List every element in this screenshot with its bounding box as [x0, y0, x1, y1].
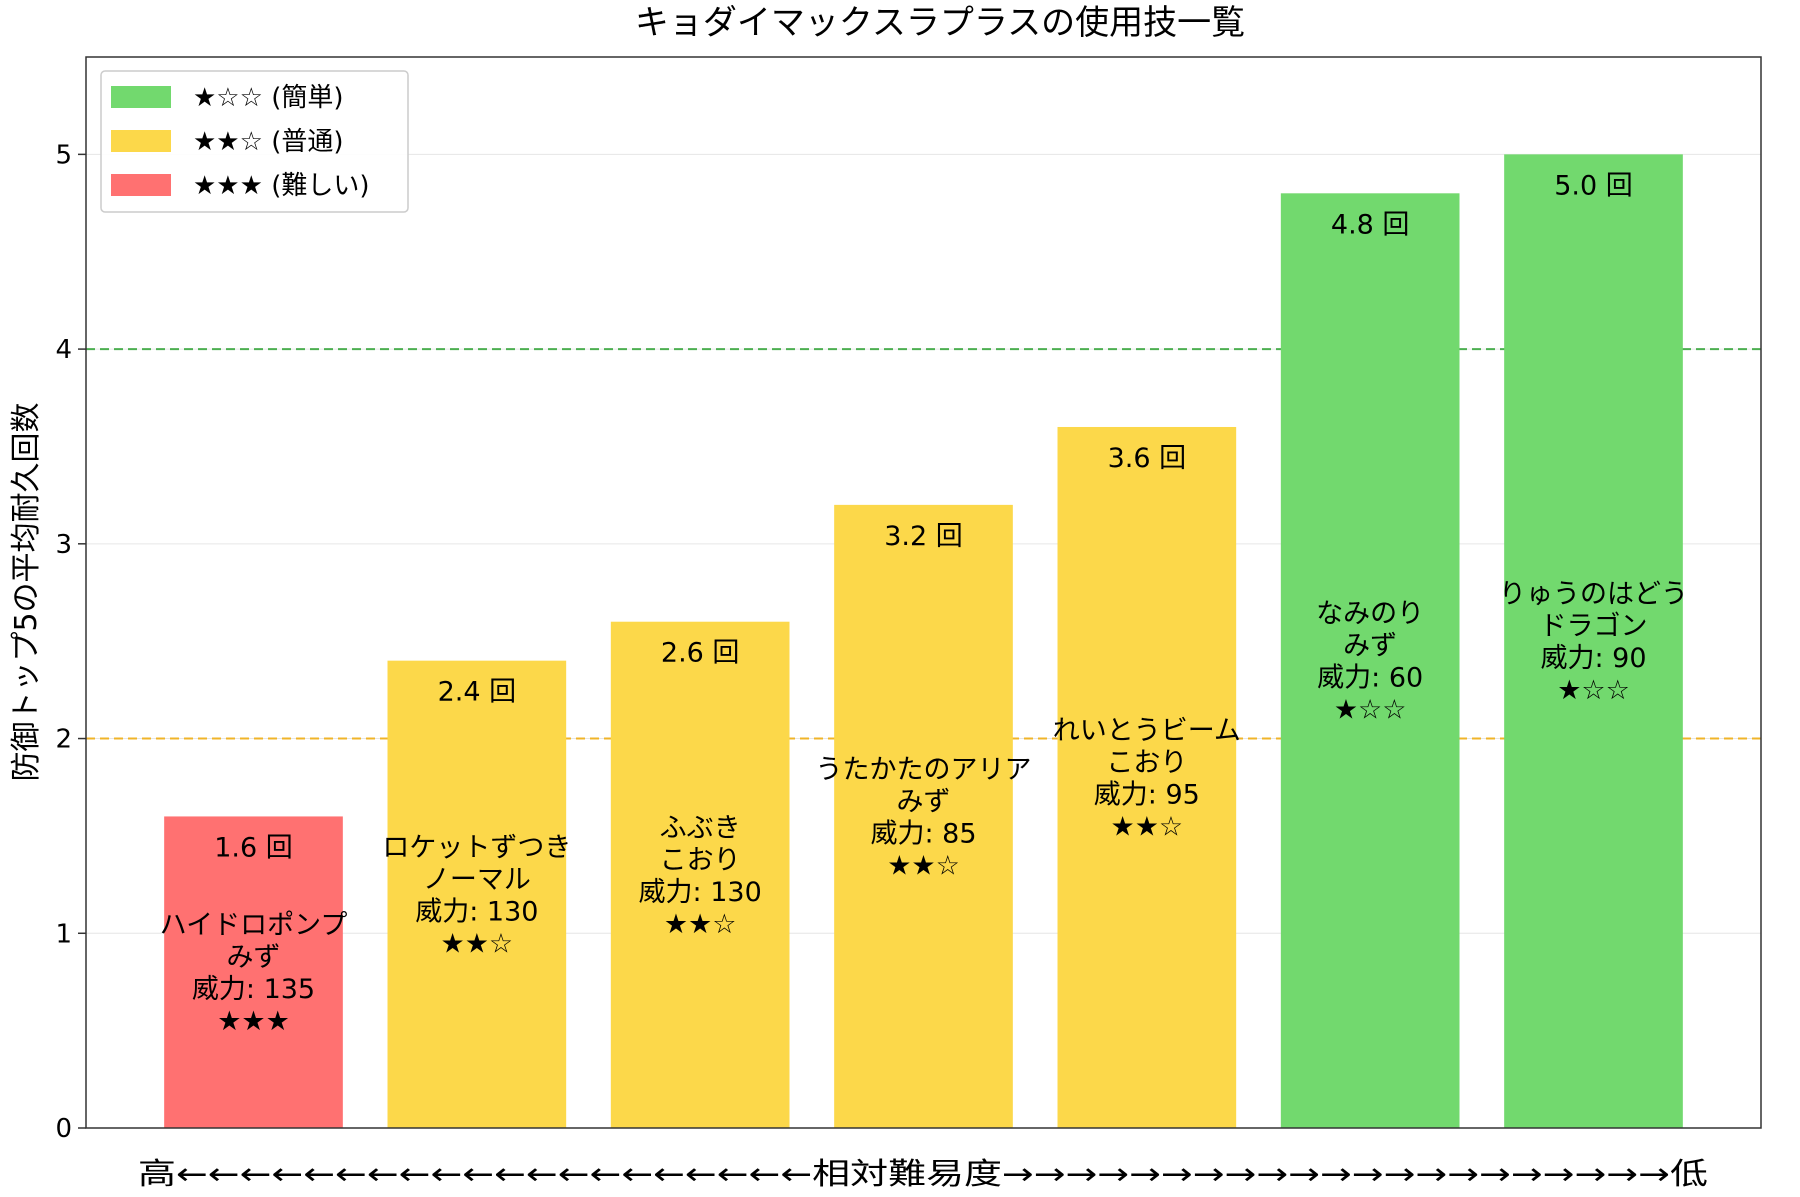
bar-value-label: 4.8 回	[1331, 209, 1410, 240]
x-axis-label: 高←←←←←←←←←←←←←←←←←←←←相対難易度→→→→→→→→→→→→→→…	[138, 1157, 1708, 1192]
y-tick-label: 0	[55, 1114, 72, 1144]
move-power-label: 威力: 95	[1094, 779, 1200, 810]
difficulty-stars-label: ★★☆	[887, 850, 960, 881]
move-power-label: 威力: 130	[639, 877, 762, 908]
move-type-label: こおり	[660, 845, 741, 876]
move-power-label: 威力: 60	[1317, 663, 1423, 694]
y-tick-label: 4	[55, 335, 72, 365]
bar-value-label: 2.6 回	[661, 638, 740, 669]
y-tick-label: 1	[55, 919, 72, 949]
y-axis-label: 防御トップ5の平均耐久回数	[9, 402, 44, 781]
move-name-label: うたかたのアリア	[816, 754, 1032, 785]
y-tick-label: 3	[55, 530, 72, 560]
chart-title: キョダイマックスラプラスの使用技一覧	[635, 3, 1245, 43]
bar-value-label: 5.0 回	[1554, 170, 1633, 201]
y-tick-label: 5	[55, 140, 72, 170]
legend-label: ★☆☆ (簡単)	[193, 83, 343, 113]
bar-value-label: 3.2 回	[884, 521, 963, 552]
move-power-label: 威力: 135	[192, 974, 315, 1005]
plot-frame	[85, 56, 1762, 1129]
move-type-label: ノーマル	[423, 864, 531, 895]
move-name-label: りゅうのはどう	[1499, 579, 1688, 610]
move-name-label: ハイドロポンプ	[160, 910, 348, 941]
bar	[1280, 193, 1460, 1129]
difficulty-stars-label: ★☆☆	[1334, 695, 1407, 726]
bar	[610, 621, 790, 1128]
move-power-label: 威力: 85	[870, 818, 976, 849]
move-type-label: みず	[227, 942, 281, 973]
legend-swatch	[111, 174, 171, 196]
difficulty-stars-label: ★★☆	[1111, 811, 1184, 842]
move-type-label: みず	[897, 786, 951, 817]
difficulty-stars-label: ★☆☆	[1557, 675, 1630, 706]
legend-box	[100, 70, 409, 213]
bar	[834, 504, 1013, 1128]
legend-entry: ★☆☆ (簡単)	[111, 83, 343, 113]
difficulty-stars-label: ★★☆	[664, 909, 737, 940]
move-type-label: ドラゴン	[1540, 611, 1648, 642]
move-type-label: みず	[1343, 631, 1397, 662]
bar-value-label: 2.4 回	[438, 677, 517, 708]
legend-entry: ★★★ (難しい)	[111, 171, 369, 201]
legend-swatch	[111, 130, 171, 152]
legend-label: ★★☆ (普通)	[193, 127, 343, 157]
bar-value-label: 3.6 回	[1108, 443, 1187, 474]
legend-label: ★★★ (難しい)	[193, 171, 369, 201]
legend-swatch	[111, 86, 171, 108]
difficulty-stars-label: ★★☆	[441, 928, 514, 959]
y-tick-label: 2	[55, 725, 72, 755]
move-name-label: ロケットずつき	[382, 832, 571, 863]
move-type-label: こおり	[1106, 747, 1187, 778]
difficulty-stars-label: ★★★	[217, 1006, 290, 1037]
move-power-label: 威力: 130	[415, 896, 538, 927]
bar-value-label: 1.6 回	[214, 832, 293, 863]
y-axis-ticks: 0 1 2 3 4 5	[55, 140, 86, 1144]
move-name-label: なみのり	[1316, 599, 1424, 630]
move-name-label: ふぶき	[660, 813, 741, 844]
legend-entry: ★★☆ (普通)	[111, 127, 343, 157]
move-power-label: 威力: 90	[1540, 643, 1646, 674]
bar	[164, 816, 343, 1128]
move-name-label: れいとうビーム	[1053, 715, 1241, 746]
bar	[1057, 426, 1237, 1128]
bar	[387, 660, 567, 1128]
legend: ★☆☆ (簡単) ★★☆ (普通) ★★★ (難しい)	[100, 70, 409, 213]
bar	[1504, 154, 1683, 1128]
